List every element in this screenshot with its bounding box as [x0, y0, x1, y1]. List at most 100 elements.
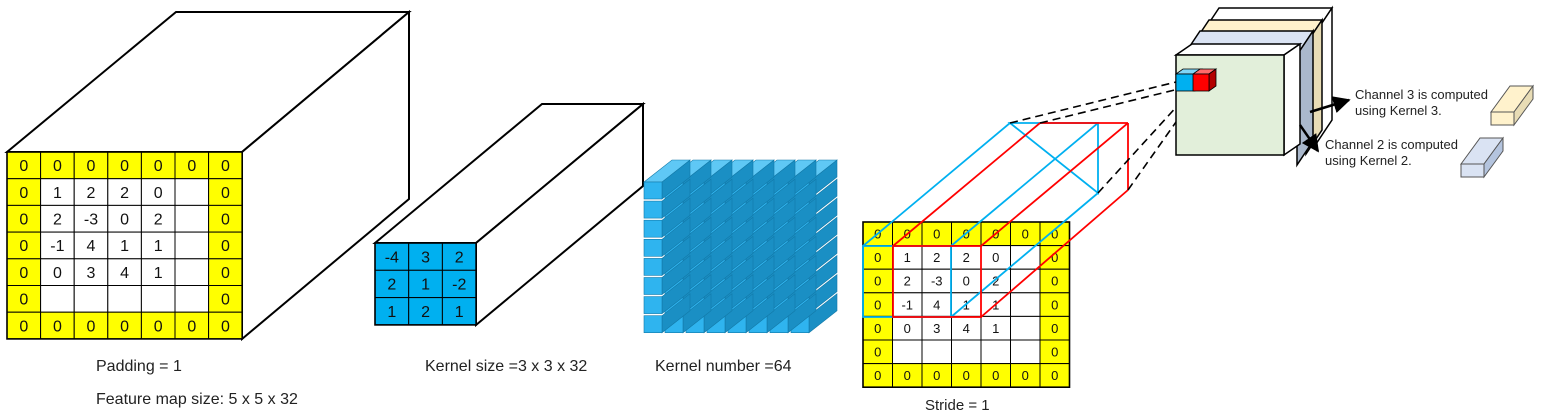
input-map-cell	[40, 258, 75, 286]
arrow-channel-2	[1298, 124, 1320, 153]
projection-line-top-2	[1039, 84, 1196, 124]
kernel-cube-front	[643, 219, 663, 238]
conv-map-cell-value: 2	[904, 274, 911, 289]
kernel-cube-front	[643, 277, 663, 295]
input-map-cell-value: 4	[87, 238, 96, 255]
channel-2-note-line-1: Channel 2 is computed	[1325, 137, 1458, 152]
input-map-cell-value: 0	[53, 265, 62, 282]
kernel-cell-value: 2	[421, 304, 430, 321]
feature-map-size-label: Feature map size: 5 x 5 x 32	[96, 391, 298, 408]
red-window	[892, 122, 1129, 318]
kernel-cell-value: 1	[455, 304, 464, 321]
output-pixel-blue-front	[1175, 73, 1196, 92]
conv-map-cell	[1010, 292, 1041, 317]
conv-map-cell-value: 4	[933, 297, 940, 312]
input-map-cell-value: 0	[19, 318, 28, 335]
input-map-cell	[107, 178, 142, 206]
input-map-cell	[107, 311, 142, 340]
conv-map-cell-value: 0	[904, 368, 911, 383]
channel-3-block	[1490, 84, 1534, 127]
kernel-cell-value: 2	[455, 249, 464, 266]
input-map-cell-value: 0	[87, 158, 96, 175]
input-map-cell	[73, 178, 109, 206]
input-map-cell	[140, 204, 176, 233]
input-map-cell-value: 0	[120, 318, 129, 335]
stride-label: Stride = 1	[925, 397, 990, 414]
input-map-cell-value: 3	[87, 265, 96, 282]
conv-map-cell-value: 2	[933, 250, 940, 265]
conv-map-cell-value: 0	[874, 321, 881, 336]
input-map-cell-value: 0	[221, 318, 230, 335]
kernel-size-label: Kernel size =3 x 3 x 32	[425, 358, 588, 375]
input-map-cell-value: 0	[221, 238, 230, 255]
input-map-cell-value: 0	[187, 318, 196, 335]
input-map-cell-value: 0	[19, 185, 28, 202]
channel-3-note-line-2: using Kernel 3.	[1355, 103, 1442, 118]
red-window-edge-tl	[892, 122, 1041, 247]
kernel-cell-value: -2	[452, 277, 466, 294]
kernel-cell-value: 3	[421, 249, 430, 266]
kernel-cube-front	[643, 239, 663, 257]
conv-map-cell	[1010, 268, 1041, 294]
input-map-cell	[174, 285, 210, 313]
red-window-edge-br	[980, 189, 1129, 318]
conv-map-cell-value: -1	[901, 297, 913, 312]
conv-map-cell	[1010, 339, 1041, 365]
conv-map-cell-value: 0	[992, 250, 999, 265]
input-map-cell-value: 0	[154, 318, 163, 335]
input-map-cell-value: 0	[19, 292, 28, 309]
channel-2-note: Channel 2 is computed using Kernel 2.	[1325, 137, 1458, 169]
input-map-cell-value: 0	[120, 158, 129, 175]
blue-window-edge-br	[950, 192, 1099, 318]
kernel-cell-value: 1	[421, 277, 430, 294]
input-map-cell-value: 1	[154, 265, 163, 282]
input-map-grid: 0 0 0 0 0 0 0 0 1 2 2 0 0 0 2 -3 0 2 0 0 -1 4 1 1 0 0 0 3 4 1 0 0 0 0 0 0 0 0…	[6, 151, 243, 340]
conv-map-cell-value: 0	[1051, 368, 1058, 383]
conv-feature-map: 0 0 0 0 0 0 00 1 2 2 0 00 2 -3 0 2 00 -1 4 1 1 00 0 3 4 1 00 00 0 0 0 0…	[862, 80, 1201, 388]
input-map-cell-value: 1	[120, 238, 129, 255]
conv-map-cell-value: 3	[933, 321, 940, 336]
projection-line-top-1	[1009, 80, 1181, 124]
conv-map-cell-value: 1	[904, 250, 911, 265]
conv-map-cell-value: 0	[963, 274, 970, 289]
conv-map-cell-value: 0	[1051, 250, 1058, 265]
input-map-cell-value: 0	[53, 158, 62, 175]
input-map-cell-value: 0	[221, 292, 230, 309]
input-map-cell-value: 0	[154, 158, 163, 175]
input-feature-map: 0 0 0 0 0 0 0 0 1 2 2 0 0 0 2 -3 0 2 0 0 -1 4 1 1 0 0 0 3 4 1 0 0 0 0 0 0 0 0…	[4, 9, 412, 342]
input-map-cell-value: 0	[221, 158, 230, 175]
conv-map-cell-value: 0	[1022, 368, 1029, 383]
conv-map-cell-value: 0	[992, 368, 999, 383]
red-window-edge-tr	[980, 122, 1129, 247]
conv-map-cell-value: 0	[874, 297, 881, 312]
conv-map-cell-value: 0	[1051, 226, 1058, 241]
kernel-cube-front	[643, 315, 663, 334]
input-map-cell	[107, 285, 142, 313]
input-map-cell-value: 2	[53, 212, 62, 229]
kernel-cube-front	[643, 258, 663, 276]
conv-map-cell-value: 0	[904, 321, 911, 336]
input-map-cell-value: 0	[19, 212, 28, 229]
input-map-cell	[140, 178, 176, 206]
projection-line-mid	[1097, 91, 1191, 194]
kernel-cell-value: -4	[385, 249, 399, 266]
kernel-cell	[374, 269, 410, 299]
conv-map-cell-value: 0	[1051, 321, 1058, 336]
kernel-cell	[441, 297, 477, 326]
conv-map-cell-value: 0	[874, 368, 881, 383]
conv-map-cell	[980, 339, 1011, 365]
conv-map-cell	[892, 339, 923, 365]
output-layer-1-top	[1173, 43, 1303, 56]
conv-map-cell-value: -3	[931, 274, 943, 289]
conv-map-cell	[1010, 315, 1041, 341]
input-map-cell	[6, 151, 42, 180]
input-map-cell	[174, 178, 210, 206]
kernel-number-label: Kernel number =64	[655, 358, 792, 375]
input-map-cell-value: 2	[120, 185, 129, 202]
input-map-cell	[208, 204, 243, 233]
input-map-cell	[140, 231, 176, 260]
conv-map-cell	[951, 339, 982, 365]
channel-3-note-line-1: Channel 3 is computed	[1355, 87, 1488, 102]
channel-3-note: Channel 3 is computed using Kernel 3.	[1355, 87, 1488, 119]
